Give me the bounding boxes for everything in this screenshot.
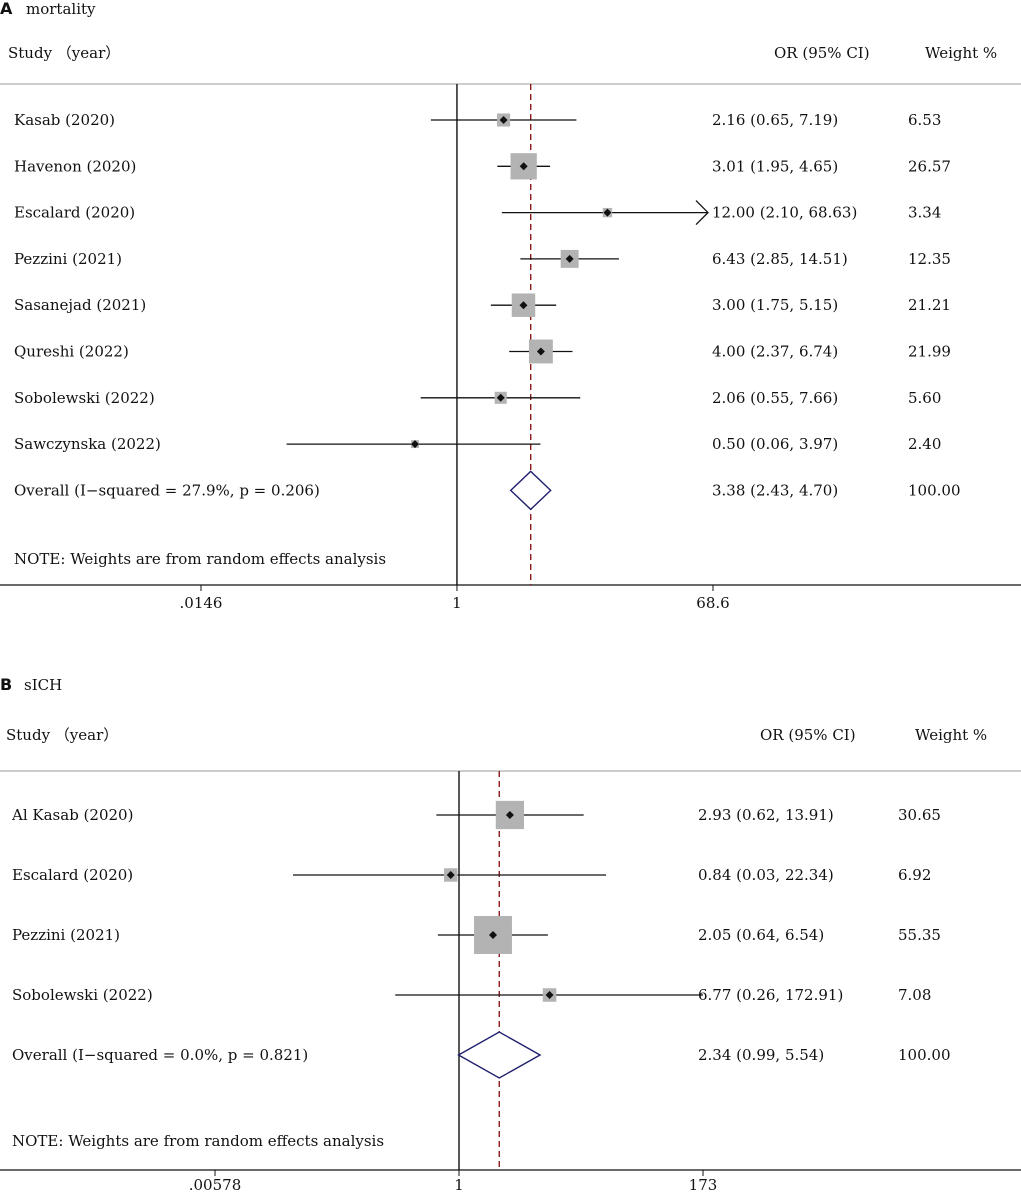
weights-note: NOTE: Weights are from random effects an… [12, 1132, 384, 1150]
study-label: Escalard (2020) [14, 204, 135, 222]
header-weight: Weight % [925, 44, 997, 62]
study-or-ci: 0.84 (0.03, 22.34) [698, 866, 834, 884]
study-weight: 21.99 [908, 343, 951, 361]
point-estimate [410, 440, 419, 449]
header-or: OR (95% CI) [760, 726, 856, 744]
study-or-ci: 2.06 (0.55, 7.66) [712, 389, 838, 407]
study-or-ci: 0.50 (0.06, 3.97) [712, 435, 838, 453]
point-estimate [505, 811, 514, 819]
x-tick-label: 173 [689, 1176, 718, 1194]
point-estimate [565, 254, 574, 263]
study-or-ci: 2.93 (0.62, 13.91) [698, 806, 834, 824]
study-weight: 55.35 [898, 926, 941, 944]
overall-or-ci: 2.34 (0.99, 5.54) [698, 1046, 824, 1064]
point-estimate [446, 871, 455, 879]
point-estimate [603, 208, 612, 217]
study-or-ci: 6.77 (0.26, 172.91) [698, 986, 843, 1004]
study-or-ci: 2.05 (0.64, 6.54) [698, 926, 824, 944]
study-label: Al Kasab (2020) [11, 806, 133, 824]
study-weight: 26.57 [908, 157, 951, 175]
overall-diamond [509, 470, 552, 511]
study-weight: 21.21 [908, 296, 951, 314]
overall-weight: 100.00 [908, 481, 961, 499]
point-estimate [545, 991, 554, 999]
x-tick-label: .0146 [180, 594, 223, 612]
study-label: Escalard (2020) [12, 866, 133, 884]
point-estimate [488, 931, 497, 939]
point-estimate [519, 301, 528, 310]
overall-weight: 100.00 [898, 1046, 951, 1064]
study-or-ci: 12.00 (2.10, 68.63) [712, 204, 857, 222]
study-weight: 6.53 [908, 111, 941, 129]
study-label: Sobolewski (2022) [12, 986, 153, 1004]
x-tick-label: 68.6 [696, 594, 729, 612]
ci-arrow [695, 200, 709, 226]
panel-title: sICH [24, 676, 62, 694]
point-estimate [519, 162, 528, 171]
panel-title: mortality [26, 0, 96, 18]
study-weight: 3.34 [908, 204, 941, 222]
study-weight: 2.40 [908, 435, 941, 453]
study-weight: 12.35 [908, 250, 951, 268]
x-tick-label: .00578 [189, 1176, 242, 1194]
study-label: Kasab (2020) [14, 111, 115, 129]
weights-note: NOTE: Weights are from random effects an… [14, 550, 386, 568]
study-or-ci: 3.00 (1.75, 5.15) [712, 296, 838, 314]
study-label: Pezzini (2021) [14, 250, 122, 268]
study-label: Sasanejad (2021) [14, 296, 146, 314]
overall-or-ci: 3.38 (2.43, 4.70) [712, 481, 838, 499]
study-weight: 30.65 [898, 806, 941, 824]
study-or-ci: 3.01 (1.95, 4.65) [712, 157, 838, 175]
x-tick-label: 1 [452, 594, 462, 612]
study-label: Qureshi (2022) [14, 343, 129, 361]
point-estimate [496, 393, 505, 402]
header-study: Study （year） [8, 44, 120, 62]
study-weight: 5.60 [908, 389, 941, 407]
study-or-ci: 6.43 (2.85, 14.51) [712, 250, 848, 268]
point-estimate [536, 347, 545, 356]
study-label: Havenon (2020) [14, 157, 136, 175]
study-label: Sawczynska (2022) [14, 435, 161, 453]
panel-label: B [0, 675, 12, 694]
header-study: Study （year） [6, 726, 118, 744]
study-label: Sobolewski (2022) [14, 389, 155, 407]
overall-label: Overall (I−squared = 27.9%, p = 0.206) [14, 481, 320, 499]
header-or: OR (95% CI) [774, 44, 870, 62]
overall-diamond [457, 1031, 542, 1079]
panel-label: A [0, 0, 13, 18]
x-tick-label: 1 [454, 1176, 464, 1194]
study-or-ci: 4.00 (2.37, 6.74) [712, 343, 838, 361]
study-weight: 7.08 [898, 986, 931, 1004]
study-label: Pezzini (2021) [12, 926, 120, 944]
point-estimate [499, 116, 508, 124]
header-weight: Weight % [915, 726, 987, 744]
study-or-ci: 2.16 (0.65, 7.19) [712, 111, 838, 129]
overall-label: Overall (I−squared = 0.0%, p = 0.821) [12, 1046, 308, 1064]
study-weight: 6.92 [898, 866, 931, 884]
